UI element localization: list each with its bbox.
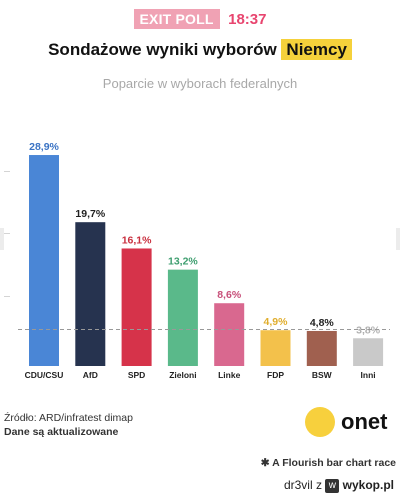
category-label: BSW (312, 370, 333, 380)
axis-tick (4, 296, 10, 297)
title-highlight: Niemcy (281, 39, 352, 60)
flourish-asterisk-icon: ✱ (260, 457, 270, 469)
data-label: 3,8% (356, 324, 381, 336)
bar-afd (75, 222, 106, 366)
data-label: 13,2% (168, 256, 198, 268)
data-label: 16,1% (122, 234, 152, 246)
bar-chart: 28,9% CDU/CSU 19,7% AfD 16,1% SPD 13,2% Zieloni… (18, 141, 390, 380)
bar-zieloni (167, 269, 198, 366)
category-label: Linke (218, 370, 240, 380)
exit-poll-badge: EXIT POLL (133, 9, 220, 29)
bar-bsw (306, 330, 337, 366)
updated-note: Dane są aktualizowane (4, 426, 119, 438)
category-label: Zieloni (169, 370, 196, 380)
bar-spd (121, 248, 152, 366)
onet-logo-text: onet (341, 409, 388, 434)
wykop-logo-icon: w (325, 478, 340, 493)
flourish-label: A Flourish bar chart race (272, 457, 396, 469)
category-label: CDU/CSU (25, 370, 64, 380)
bar-inni (353, 338, 384, 366)
category-label: FDP (267, 370, 284, 380)
credit-separator: z (315, 478, 322, 492)
category-label: Inni (361, 370, 376, 380)
axis-tick (4, 233, 10, 234)
watermark-credit: dr3vil z w wykop.pl (284, 478, 394, 493)
bar-fdp (260, 330, 291, 366)
data-label: 8,6% (217, 289, 242, 301)
credit-site: wykop.pl (342, 478, 394, 492)
axis-tick (4, 171, 10, 172)
onet-logo: onet (305, 405, 400, 445)
data-label: 4,8% (310, 317, 335, 329)
onet-logo-circle-icon (305, 407, 335, 437)
data-label: 28,9% (29, 141, 59, 153)
header-line: EXIT POLL 18:37 (0, 9, 400, 29)
right-edge-shadow (396, 228, 400, 250)
source-text: Źródło: ARD/infratest dimap (4, 412, 133, 424)
credit-user: dr3vil (283, 478, 313, 492)
bar-cdu-csu (29, 155, 59, 366)
title-prefix: Sondażowe wyniki wyborów (48, 40, 277, 59)
data-label: 19,7% (75, 208, 105, 220)
data-label: 4,9% (264, 316, 289, 328)
left-edge-shadow (0, 228, 4, 250)
category-label: AfD (83, 370, 98, 380)
bar-linke (214, 303, 245, 366)
category-label: SPD (128, 370, 145, 380)
chart-subtitle: Poparcie w wyborach federalnych (102, 76, 298, 91)
poll-time: 18:37 (228, 11, 267, 28)
flourish-link[interactable]: ✱ A Flourish bar chart race (261, 457, 396, 469)
chart-title: Sondażowe wyniki wyborów Niemcy (0, 39, 400, 60)
